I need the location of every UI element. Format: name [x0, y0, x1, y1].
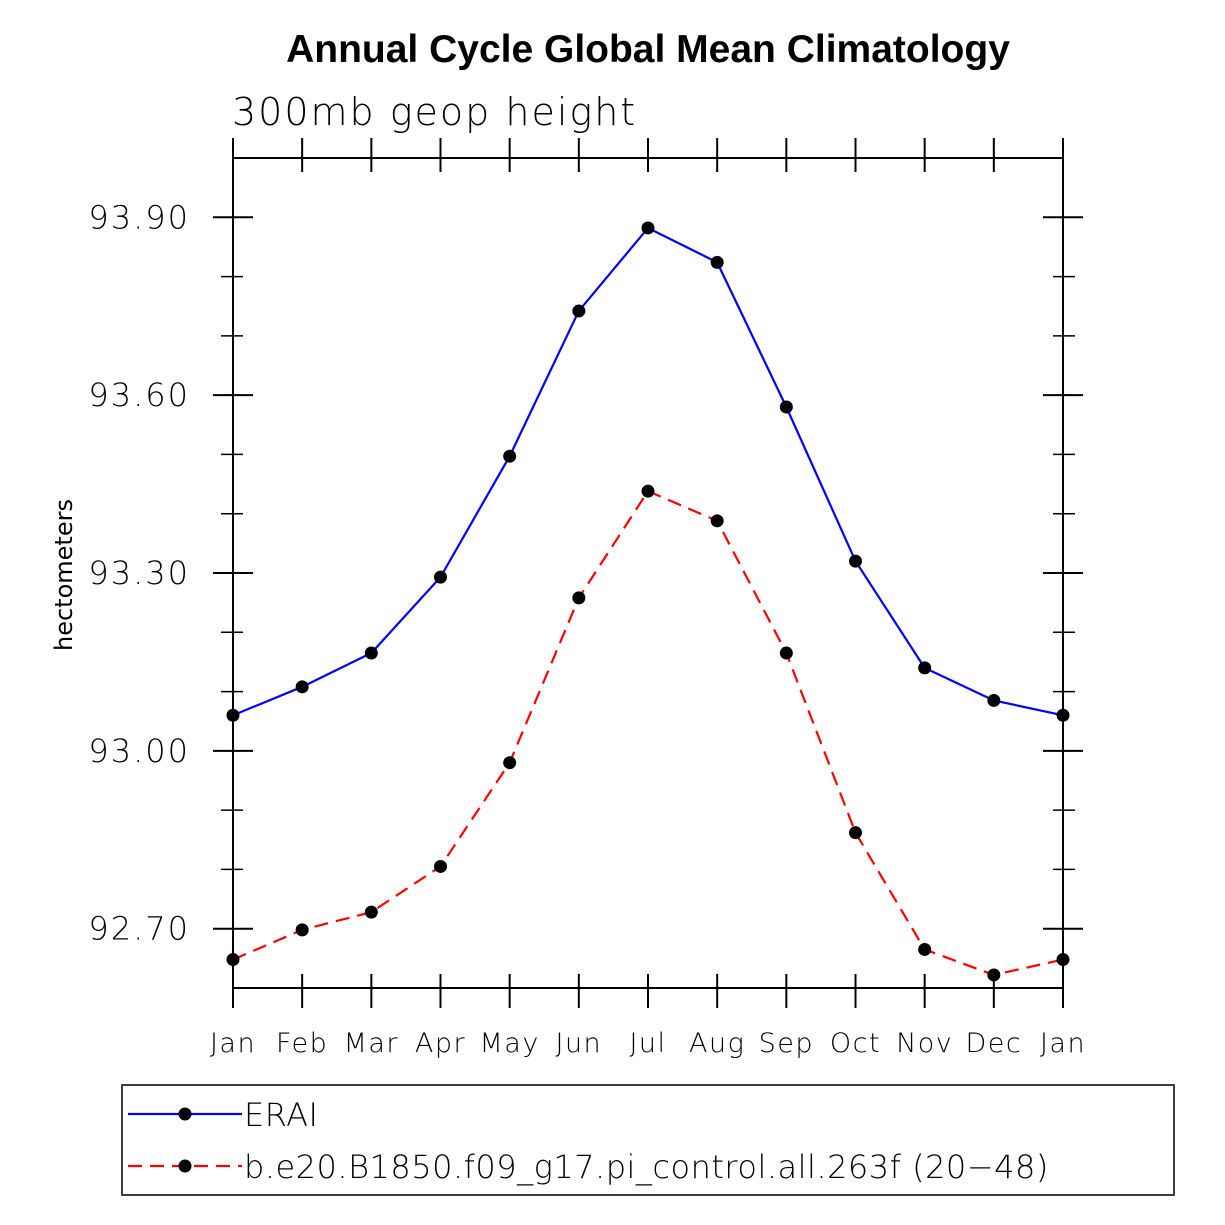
x-tick-label: Sep — [759, 1028, 814, 1059]
series-2-point — [226, 953, 240, 967]
series-1-point — [710, 255, 724, 269]
series-line-1 — [232, 226, 1064, 717]
y-tick-label: 93.30 — [88, 554, 190, 592]
legend-marker-2 — [178, 1159, 192, 1173]
series-2-point — [1056, 953, 1070, 967]
series-1-point — [226, 708, 240, 722]
legend-marker-1 — [178, 1107, 192, 1121]
legend-box — [121, 1084, 1175, 1196]
series-1-point — [641, 221, 655, 235]
series-1-point — [295, 680, 309, 694]
series-1-point — [987, 693, 1001, 707]
series-1-point — [434, 570, 447, 584]
chart-subtitle: 300mb geop height — [232, 90, 637, 134]
x-tick-label: Dec — [965, 1028, 1022, 1059]
x-tick-label: Aug — [689, 1028, 745, 1059]
legend-label-1: ERAI — [244, 1096, 318, 1134]
legend: ERAI b.e20.B1850.f09_g17.pi_control.all.2… — [121, 1084, 1175, 1196]
x-tick-label: Mar — [344, 1028, 399, 1059]
series-1-point — [503, 449, 517, 463]
x-tick-label: May — [480, 1028, 540, 1059]
series-1-point — [572, 304, 586, 318]
x-tick-label: Jul — [629, 1028, 666, 1059]
x-tick-label: Jan — [1040, 1028, 1086, 1059]
series-layer — [226, 221, 1070, 982]
series-line-2 — [232, 489, 1064, 977]
y-tick-label: 93.60 — [88, 376, 190, 414]
x-tick-label: Jun — [555, 1028, 602, 1059]
y-tick-label: 93.00 — [88, 732, 190, 770]
x-tick-label: Oct — [830, 1028, 881, 1059]
x-tick-label: Jan — [210, 1028, 256, 1059]
series-2-point — [295, 923, 309, 937]
x-tick-label: Feb — [276, 1028, 328, 1059]
x-tick-label: Nov — [896, 1028, 953, 1059]
series-2-point — [503, 756, 517, 770]
y-axis-label: hectometers — [50, 499, 78, 651]
series-1-point — [849, 554, 862, 568]
series-1-point — [1056, 708, 1070, 722]
series-2-point — [572, 591, 586, 605]
plot-frame — [232, 157, 1064, 989]
y-tick-label: 92.70 — [88, 910, 190, 948]
series-2-point — [918, 942, 932, 956]
series-2-point — [849, 826, 862, 840]
series-1-point — [364, 646, 378, 660]
series-2-point — [779, 646, 793, 660]
series-1-point — [918, 661, 932, 675]
series-1-point — [779, 400, 793, 414]
x-tick-label: Apr — [415, 1028, 466, 1059]
legend-label-2: b.e20.B1850.f09_g17.pi_control.all.263f … — [244, 1148, 1049, 1186]
y-tick-label: 93.90 — [88, 198, 190, 236]
series-2-point — [364, 905, 378, 919]
series-2-point — [710, 514, 724, 528]
series-2-point — [987, 968, 1001, 982]
series-2-point — [434, 859, 447, 873]
chart-title: Annual Cycle Global Mean Climatology — [286, 28, 1010, 71]
series-2-point — [641, 484, 655, 498]
axes: Jan Feb Mar Apr May Jun Jul Aug Sep Oct Nov Dec Jan 9… — [88, 138, 1086, 1059]
